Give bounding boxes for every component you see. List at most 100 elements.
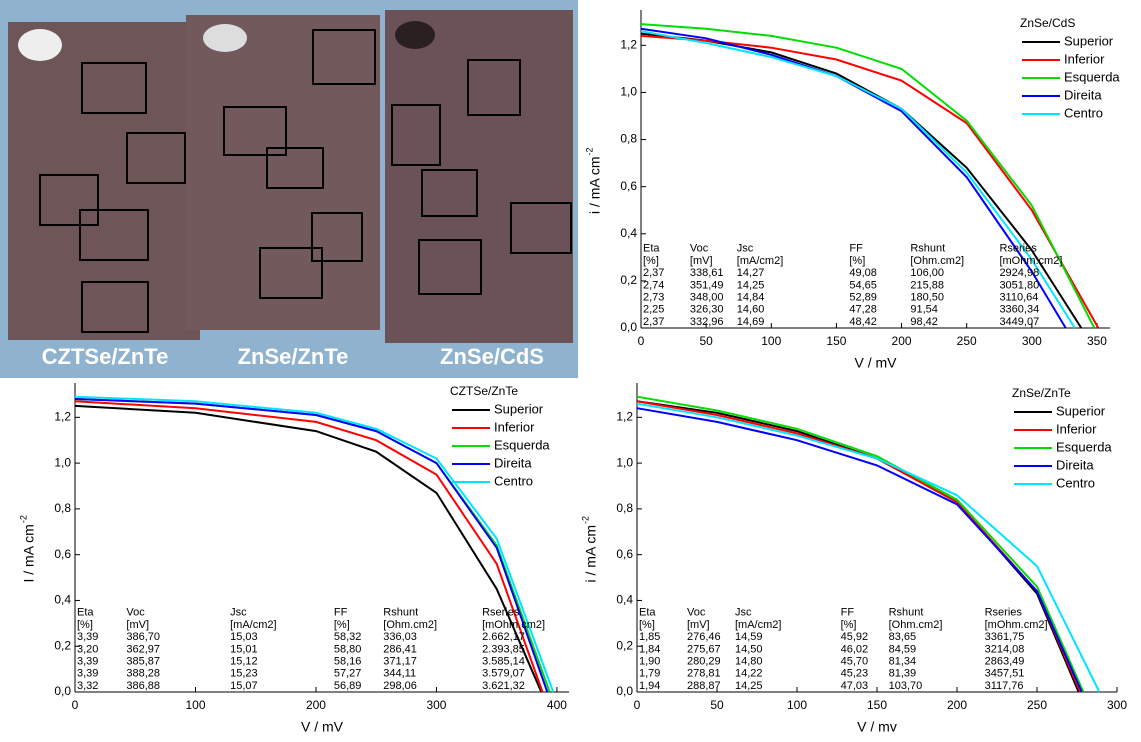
legend-label: Esquerda — [1056, 439, 1112, 454]
table-cell: 3361,75 — [985, 631, 1025, 643]
table-cell: 14,27 — [737, 267, 765, 279]
table-cell: 56,89 — [334, 680, 362, 692]
table-cell: 1,90 — [639, 656, 660, 668]
x-axis-label: V / mV — [854, 355, 897, 371]
regions — [39, 29, 572, 333]
y-axis-label: I / mA cm — [21, 524, 37, 582]
table-cell: 336,03 — [383, 631, 417, 643]
table-cell: 58,16 — [334, 656, 362, 668]
legend-label: Esquerda — [1064, 69, 1120, 84]
table-unit: [%] — [849, 255, 865, 267]
table-cell: 3,39 — [77, 656, 98, 668]
table-cell: 14,25 — [735, 680, 763, 692]
table-cell: 47,28 — [849, 304, 877, 316]
table-cell: 3214,08 — [985, 643, 1025, 655]
y-tick-label: 0,0 — [620, 320, 637, 334]
y-tick-label: 1,2 — [620, 38, 637, 52]
table-cell: 275,67 — [687, 643, 721, 655]
contact — [18, 29, 62, 61]
y-axis-label: i / mA cm — [583, 525, 599, 583]
x-tick-label: 150 — [826, 334, 846, 348]
table-cell: 215,88 — [910, 279, 944, 291]
table-cell: 57,27 — [334, 668, 362, 680]
x-tick-label: 50 — [699, 334, 713, 348]
table-cell: 81,34 — [889, 656, 917, 668]
table-cell: 47,03 — [841, 680, 869, 692]
table-cell: 286,41 — [383, 643, 417, 655]
legend-title: CZTSe/ZnTe — [450, 384, 518, 398]
legend-label: Centro — [1064, 105, 1103, 120]
table-header: Eta — [77, 607, 94, 619]
y-tick-label: 0,8 — [54, 501, 71, 515]
legend-title: ZnSe/CdS — [1020, 16, 1075, 30]
table-cell: 3457,51 — [985, 668, 1025, 680]
table-unit: [Ohm.cm2] — [889, 619, 943, 631]
table-cell: 2,74 — [643, 279, 664, 291]
y-tick-label: 0,2 — [616, 638, 633, 652]
table-cell: 1,79 — [639, 668, 660, 680]
photo: CZTSe/ZnTe ZnSe/ZnTe ZnSe/CdS — [0, 0, 578, 378]
x-tick-label: 0 — [72, 698, 79, 712]
table-cell: 1,85 — [639, 631, 660, 643]
y-tick-label: 0,4 — [54, 593, 71, 607]
table-cell: 371,17 — [383, 656, 417, 668]
x-tick-label: 250 — [957, 334, 977, 348]
x-tick-label: 0 — [634, 698, 641, 712]
table-cell: 3,39 — [77, 668, 98, 680]
table-cell: 2924,98 — [999, 267, 1039, 279]
y-tick-label: 0,4 — [620, 226, 637, 240]
y-axis-label-group: I / mA cm-2 — [18, 515, 36, 582]
legend-label: Direita — [1056, 457, 1094, 472]
table-unit: [%] — [841, 619, 857, 631]
legend-label: Direita — [494, 455, 532, 470]
table-cell: 54,65 — [849, 279, 877, 291]
legend-label: Direita — [1064, 87, 1102, 102]
y-tick-label: 1,0 — [620, 85, 637, 99]
y-tick-label: 1,2 — [54, 410, 71, 424]
table-cell: 2,25 — [643, 304, 664, 316]
sample-plate — [385, 10, 573, 343]
table-cell: 84,59 — [889, 643, 917, 655]
table-cell: 276,46 — [687, 631, 721, 643]
legend-label: Superior — [1056, 403, 1106, 418]
table-cell: 15,03 — [230, 631, 258, 643]
x-tick-label: 200 — [892, 334, 912, 348]
table-cell: 15,01 — [230, 643, 258, 655]
table-unit: [%] — [334, 619, 350, 631]
y-axis-label-group: i / mA cm-2 — [584, 147, 602, 214]
iv-curve — [74, 400, 544, 693]
table-header: Voc — [687, 607, 706, 619]
iv-curve — [636, 407, 1083, 693]
table-cell: 385,87 — [126, 656, 160, 668]
legend-label: Inferior — [1064, 51, 1105, 66]
y-tick-label: 0,6 — [616, 547, 633, 561]
photo-label: CZTSe/ZnTe — [42, 344, 169, 369]
table-header: Voc — [690, 243, 709, 255]
table-unit: [Ohm.cm2] — [910, 255, 964, 267]
iv-curve — [74, 398, 549, 693]
y-tick-label: 1,0 — [616, 455, 633, 469]
photo-label: ZnSe/ZnTe — [238, 344, 349, 369]
table-unit: [mV] — [690, 255, 713, 267]
table-cell: 83,65 — [889, 631, 917, 643]
table-header: Rseries — [482, 607, 520, 619]
x-axis-label: V / mv — [857, 719, 897, 735]
table-cell: 14,25 — [737, 279, 765, 291]
table-cell: 46,02 — [841, 643, 869, 655]
table-cell: 14,84 — [737, 292, 765, 304]
table-unit: [mA/cm2] — [737, 255, 783, 267]
x-tick-label: 150 — [867, 698, 887, 712]
contact — [203, 24, 247, 52]
table-cell: 386,88 — [126, 680, 160, 692]
table-cell: 49,08 — [849, 267, 877, 279]
table-cell: 3360,34 — [999, 304, 1039, 316]
table-cell: 98,42 — [910, 316, 938, 328]
table-cell: 14,60 — [737, 304, 765, 316]
table-cell: 3,32 — [77, 680, 98, 692]
x-tick-label: 50 — [710, 698, 724, 712]
table-cell: 1,84 — [639, 643, 660, 655]
x-tick-label: 200 — [947, 698, 967, 712]
legend-label: Centro — [494, 473, 533, 488]
y-tick-label: 0,6 — [620, 179, 637, 193]
table-cell: 45,92 — [841, 631, 869, 643]
